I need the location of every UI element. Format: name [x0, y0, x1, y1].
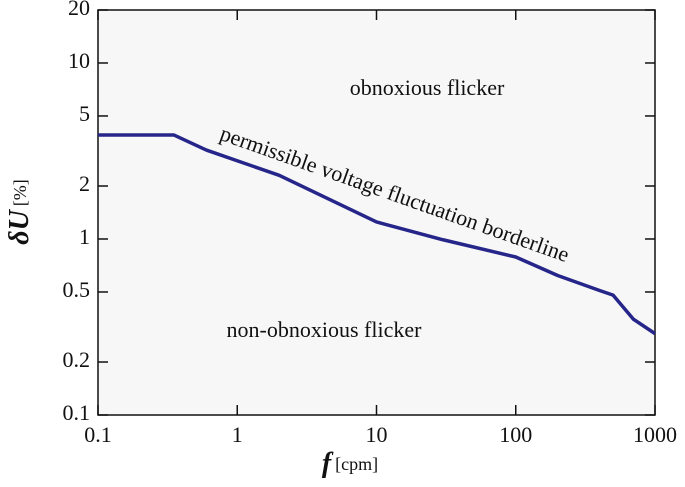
annotation: non-obnoxious flicker [227, 317, 423, 342]
y-tick-label: 5 [79, 101, 90, 126]
plot-area [97, 9, 656, 416]
y-symbol: δU [4, 208, 35, 244]
y-tick-label: 0.1 [63, 400, 91, 425]
y-tick-label: 10 [68, 48, 90, 73]
x-tick-label: 100 [499, 422, 532, 447]
y-unit: [%] [10, 179, 30, 206]
x-tick-label: 1 [232, 422, 243, 447]
y-tick-label: 0.5 [63, 277, 91, 302]
annotation: obnoxious flicker [350, 75, 505, 100]
x-tick-label: 10 [366, 422, 388, 447]
x-symbol: f [322, 448, 334, 479]
y-tick-label: 0.2 [63, 347, 91, 372]
x-tick-label: 0.1 [84, 422, 112, 447]
x-axis-label: f [cpm] [322, 448, 378, 479]
y-axis-label: δU[%] [4, 179, 35, 245]
x-unit: [cpm] [335, 454, 378, 474]
y-tick-label: 20 [68, 0, 90, 20]
line [98, 133, 656, 336]
y-tick-label: 1 [79, 224, 90, 249]
x-tick-label: 1000 [633, 422, 677, 447]
y-tick-label: 2 [79, 171, 90, 196]
